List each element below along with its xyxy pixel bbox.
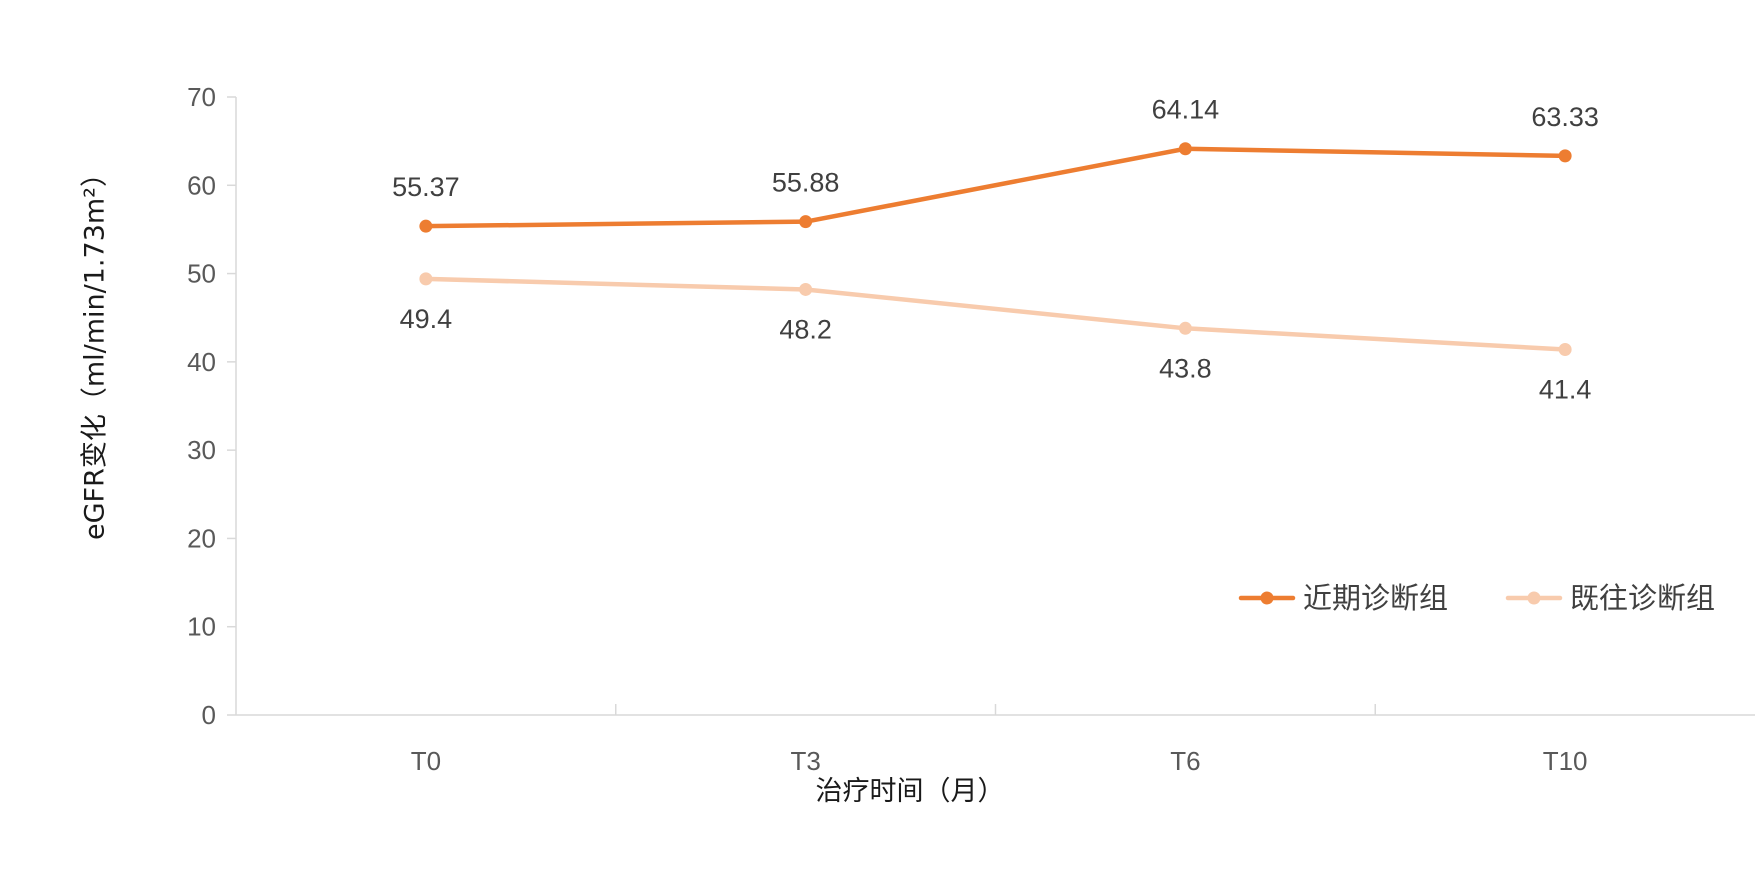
y-tick-label: 50 xyxy=(187,259,216,289)
x-tick-label: T6 xyxy=(1170,746,1200,776)
y-tick-label: 40 xyxy=(187,347,216,377)
data-point xyxy=(1558,342,1572,356)
data-label: 43.8 xyxy=(1159,353,1212,383)
x-tick-label: T0 xyxy=(411,746,441,776)
data-point xyxy=(419,219,433,233)
y-tick-label: 70 xyxy=(187,82,216,112)
data-point xyxy=(1178,321,1192,335)
data-point xyxy=(799,282,813,296)
data-label: 63.33 xyxy=(1531,102,1599,132)
data-label: 64.14 xyxy=(1152,95,1220,125)
data-label: 55.37 xyxy=(392,172,460,202)
y-tick-label: 10 xyxy=(187,612,216,642)
y-tick-label: 60 xyxy=(187,170,216,200)
legend-label-1: 近期诊断组 xyxy=(1303,581,1448,615)
y-tick-label: 0 xyxy=(202,700,216,730)
y-tick-label: 20 xyxy=(187,523,216,553)
data-label: 41.4 xyxy=(1539,374,1592,404)
data-label: 55.88 xyxy=(772,168,840,198)
x-tick-label: T10 xyxy=(1543,746,1588,776)
data-label: 49.4 xyxy=(400,304,453,334)
y-tick-label: 30 xyxy=(187,435,216,465)
data-point xyxy=(1558,149,1572,163)
data-point xyxy=(799,215,813,229)
series-line-1 xyxy=(423,146,1568,229)
legend-marker-2 xyxy=(1527,591,1541,605)
data-label: 48.2 xyxy=(779,314,832,344)
x-tick-label: T3 xyxy=(790,746,820,776)
legend-marker-1 xyxy=(1260,591,1274,605)
series-line-2 xyxy=(423,276,1568,352)
data-point xyxy=(1178,142,1192,156)
y-axis-title: eGFR变化（ml/min/1.73m²） xyxy=(80,160,111,540)
legend-label-2: 既往诊断组 xyxy=(1570,581,1715,615)
x-axis-title: 治疗时间（月） xyxy=(816,776,1005,807)
data-point xyxy=(419,272,433,286)
